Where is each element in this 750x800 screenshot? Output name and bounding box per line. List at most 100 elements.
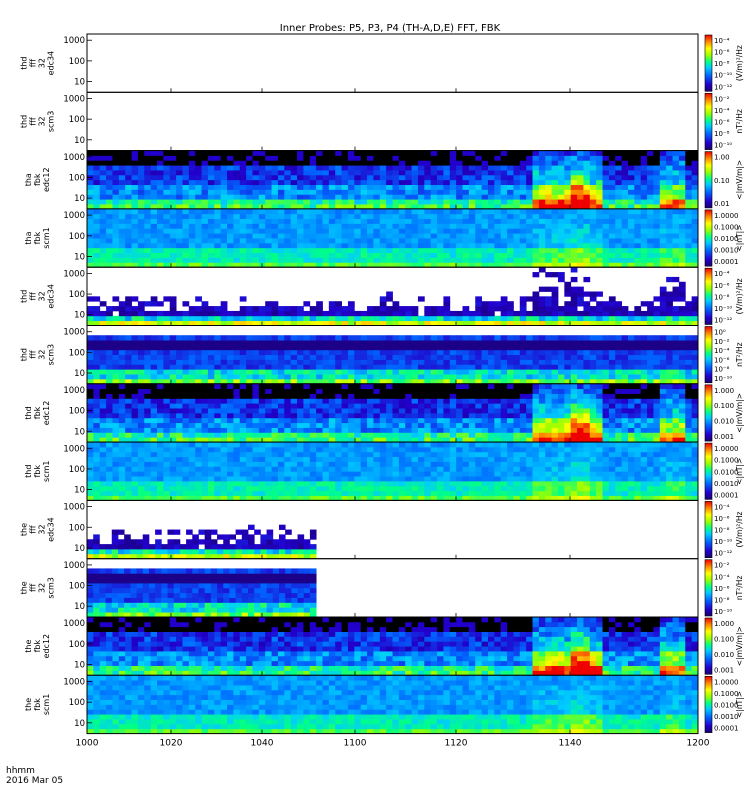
spectrogram-cell [608,432,616,438]
spectrogram-cell [551,344,559,351]
spectrogram-cell [227,199,234,205]
spectrogram-cell [417,344,425,351]
spectrogram-cell [487,208,495,215]
spectrogram-cell [360,374,368,380]
spectrogram-cell [373,403,381,409]
spectrogram-cell [252,208,260,215]
spectrogram-cell [526,247,533,254]
spectrogram-cell [297,247,304,254]
spectrogram-cell [290,257,298,263]
spectrogram-cell [360,408,368,414]
spectrogram-cell [220,388,228,394]
spectrogram-cell [227,184,234,190]
spectrogram-cell [246,233,253,239]
spectrogram-cell [507,340,514,346]
spectrogram-cell [335,179,342,186]
spectrogram-cell [182,189,190,195]
spectrogram-cell [589,320,597,326]
spectrogram-cell [163,155,171,161]
spectrogram-cell [252,369,260,375]
spectrogram-cell [449,204,457,210]
spectrogram-cell [424,408,432,414]
spectrogram-cell [462,398,470,404]
spectrogram-cell [437,238,444,244]
spectrogram-cell [176,315,183,322]
y-tick-label: 100 [69,232,85,242]
spectrogram-cell [532,238,540,244]
spectrogram-cell [290,155,298,161]
spectrogram-cell [354,150,362,156]
spectrogram-cell [157,335,164,341]
spectrogram-cell [163,242,171,249]
spectrogram-cell [647,374,654,380]
spectrogram-cell [93,242,101,249]
spectrogram-cell [653,150,661,156]
spectrogram-cell [640,383,648,390]
spectrogram-cell [258,247,266,254]
spectrogram-cell [265,437,272,443]
spectrogram-cell [449,189,457,195]
spectrogram-cell [322,199,330,205]
spectrogram-cell [157,432,164,438]
spectrogram-cell [93,427,101,433]
spectrogram-cell [87,437,94,443]
spectrogram-cell [150,412,158,419]
spectrogram-cell [99,408,107,414]
spectrogram-cell [195,320,202,326]
spectrogram-cell [621,310,629,317]
spectrogram-cell [271,344,279,351]
spectrogram-cell [182,383,190,390]
spectrogram-cell [207,165,215,171]
spectrogram-cell [685,194,693,200]
spectrogram-cell [258,340,266,346]
spectrogram-cell [207,184,215,190]
spectrogram-cell [666,369,673,375]
spectrogram-cell [335,257,342,263]
spectrogram-cell [589,335,597,341]
spectrogram-cell [131,170,139,176]
spectrogram-cell [176,199,183,205]
spectrogram-cell [507,242,514,249]
spectrogram-cell [367,174,374,181]
spectrogram-cell [169,383,177,390]
spectrogram-cell [596,208,603,215]
spectrogram-cell [653,320,661,326]
spectrogram-cell [137,194,145,200]
spectrogram-cell [570,208,578,215]
spectrogram-cell [220,354,228,360]
spectrogram-cell [405,170,412,176]
spectrogram-cell [557,184,565,190]
spectrogram-cell [322,233,330,239]
spectrogram-cell [341,378,349,385]
spectrogram-cell [494,354,502,360]
spectrogram-cell [157,218,164,224]
spectrogram-cell [233,218,241,224]
spectrogram-cell [462,310,470,317]
spectrogram-cell [659,393,667,399]
spectrogram-cell [277,170,285,176]
spectrogram-cell [437,228,444,234]
spectrogram-cell [621,340,629,346]
spectrogram-cell [106,233,113,239]
spectrogram-cell [297,320,304,326]
spectrogram-cell [627,174,635,181]
spectrogram-cell [131,194,139,200]
spectrogram-cell [328,262,336,268]
spectrogram-cell [659,335,667,341]
spectrogram-cell [271,432,279,438]
spectrogram-cell [220,170,228,176]
spectrogram-cell [634,257,642,263]
spectrogram-cell [182,160,190,166]
spectrogram-cell [316,340,323,346]
spectrogram-cell [125,427,132,433]
spectrogram-cell [309,403,317,409]
spectrogram-cell [284,388,292,394]
spectrogram-cell [589,412,597,419]
spectrogram-cell [373,247,381,254]
spectrogram-cell [475,432,482,438]
spectrogram-cell [570,160,578,166]
spectrogram-cell [322,228,330,234]
spectrogram-cell [691,170,699,176]
spectrogram-cell [106,213,113,220]
spectrogram-cell [303,301,311,307]
